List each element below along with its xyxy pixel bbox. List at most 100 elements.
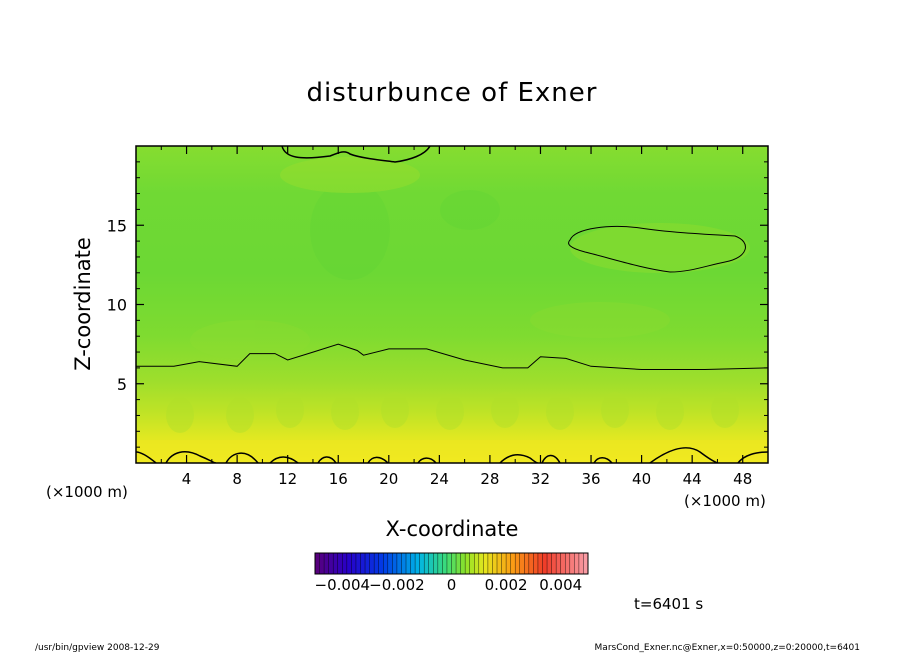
contour-line-upper-closed [568,226,746,273]
colorbar-segment [355,553,361,574]
y-axis-ticks: 5 10 15 [107,161,768,448]
colorbar-segment [510,553,516,574]
x-tick-label: 24 [430,470,449,488]
colorbar-tick-label: 0.002 [485,576,528,594]
colorbar-segment [315,553,320,574]
colorbar-segment [487,553,493,574]
colorbar-segment [365,553,370,574]
x-tick-label: 20 [379,470,398,488]
contour-line-bottom [136,447,768,463]
colorbar-segment [524,553,530,574]
x-tick-label: 16 [329,470,348,488]
colorbar-segment [378,553,384,574]
colorbar-segment [360,553,366,574]
x-tick-label: 40 [632,470,651,488]
contour-line-top [281,146,431,163]
time-label: t=6401 s [634,595,703,613]
colorbar-segment [542,553,548,574]
footer-left: /usr/bin/gpview 2008-12-29 [35,643,160,653]
colorbar-tick-label: 0.004 [539,576,582,594]
colorbar-segment [328,553,334,574]
colorbar-segment [319,553,325,574]
x-unit-right: (×1000 m) [684,492,766,510]
colorbar-segment [424,553,430,574]
colorbar-segment [551,553,557,574]
x-axis-ticks: 4 8 12 16 20 24 28 32 36 40 44 48 [160,146,752,488]
colorbar-segment [483,553,489,574]
near-surface-band [136,440,768,463]
x-tick-label: 36 [581,470,600,488]
colorbar-segment [501,553,507,574]
colorbar-segment [442,553,448,574]
y-axis-label: Z-coordinate [71,237,95,371]
colorbar-segment [406,553,411,574]
colorbar-segment [528,553,534,574]
colorbar-segment [410,553,416,574]
colorbar-segment [578,553,584,574]
colorbar-segment [387,553,393,574]
colorbar-segment [383,553,389,574]
colorbar-segment [401,553,407,574]
x-tick-label: 4 [182,470,192,488]
y-tick-label: 15 [107,216,127,235]
colorbar-labels: −0.004 −0.002 0 0.002 0.004 [315,576,583,594]
colorbar-segment [497,553,502,574]
colorbar-segment [583,553,589,574]
colorbar-segment [547,553,552,574]
colorbar-segment [451,553,457,574]
colorbar-segment [519,553,525,574]
colorbar-segment [369,553,375,574]
colorbar-segment [556,553,561,574]
x-tick-label: 48 [733,470,752,488]
colorbar-segment [351,553,357,574]
colorbar-frame [314,552,589,575]
colorbar-segment [446,553,452,574]
colorbar-segment [333,553,339,574]
colorbar-segment [456,553,461,574]
colorbar-segment [433,553,439,574]
colorbar-segment [346,553,352,574]
x-tick-label: 12 [278,470,297,488]
plot-area [136,146,768,463]
colorbar [314,552,589,575]
contour-line-mid [136,343,768,370]
heatmap-field [136,146,768,463]
x-tick-label: 8 [232,470,242,488]
colorbar-segment [396,553,402,574]
colorbar-segment [342,553,348,574]
y-tick-label: 10 [107,296,127,315]
colorbar-segment [574,553,580,574]
colorbar-segment [465,553,470,574]
y-tick-label: 5 [117,375,127,394]
colorbar-segment [478,553,484,574]
colorbar-segment [415,553,420,574]
chart-title: disturbunce of Exner [307,78,598,108]
colorbar-tick-label: −0.004 [315,576,371,594]
colorbar-segment [437,553,443,574]
colorbar-segment [515,553,521,574]
colorbar-segment [419,553,425,574]
x-tick-label: 44 [683,470,702,488]
x-unit-left: (×1000 m) [46,483,128,501]
colorbar-segment [474,553,480,574]
x-axis-label: X-coordinate [386,517,519,541]
colorbar-segment [533,553,539,574]
colorbar-segment [324,553,329,574]
colorbar-tick-label: 0 [447,576,457,594]
colorbar-segment [537,553,543,574]
colorbar-segment [469,553,475,574]
colorbar-tick-label: −0.002 [369,576,425,594]
colorbar-segment [506,553,511,574]
colorbar-segment [374,553,379,574]
x-tick-label: 32 [531,470,550,488]
colorbar-segment [492,553,498,574]
x-tick-label: 28 [480,470,499,488]
heatmap-texture [190,157,750,360]
footer-right: MarsCond_Exner.nc@Exner,x=0:50000,z=0:20… [595,643,860,653]
colorbar-segment [460,553,466,574]
colorbar-segment [392,553,398,574]
colorbar-segment [569,553,575,574]
colorbar-segment [565,553,571,574]
colorbar-segment [337,553,343,574]
